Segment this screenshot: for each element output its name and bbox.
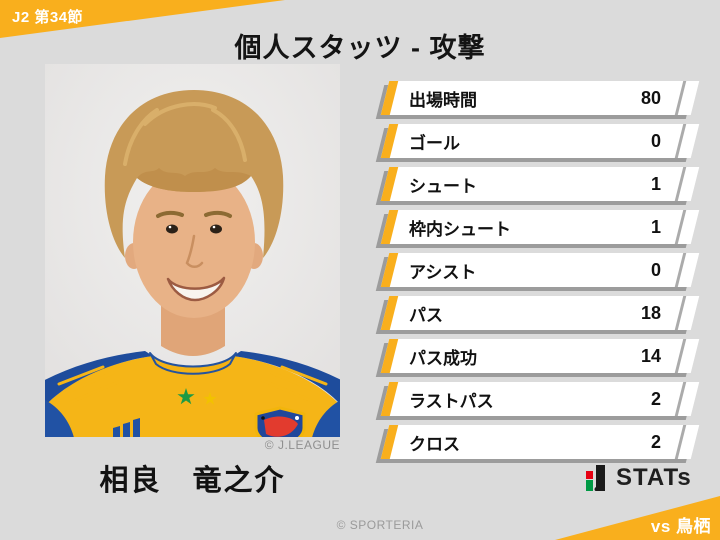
stat-value: 0	[650, 259, 661, 280]
stat-row: パス成功 14	[380, 339, 700, 373]
photo-credit: © J.LEAGUE	[264, 438, 340, 452]
stat-label: パス	[409, 305, 443, 325]
stat-row: アシスト 0	[380, 253, 700, 287]
stat-row: ラストパス 2	[380, 382, 700, 416]
stat-row-content: シュート 1	[385, 167, 695, 201]
stat-row-content: 枠内シュート 1	[385, 210, 695, 244]
stat-row-content: ゴール 0	[385, 124, 695, 158]
stat-value: 14	[640, 345, 661, 366]
stat-label: 枠内シュート	[409, 219, 511, 239]
stat-value: 1	[650, 216, 661, 237]
stat-value: 80	[640, 87, 661, 108]
stat-row-content: パス 18	[385, 296, 695, 330]
stat-row-content: アシスト 0	[385, 253, 695, 287]
page-title: 個人スタッツ - 攻撃	[234, 33, 486, 63]
stat-value: 2	[650, 431, 661, 452]
stats-logo-text: STATs	[616, 464, 692, 491]
stat-value: 2	[650, 388, 661, 409]
stat-row: シュート 1	[380, 167, 700, 201]
player-photo	[45, 64, 340, 437]
stat-row-content: クロス 2	[385, 425, 695, 459]
stat-row-content: 出場時間 80	[385, 81, 695, 115]
matchday-label: J2 第34節	[12, 9, 84, 26]
bar-chart-icon	[586, 465, 605, 491]
stat-row: 出場時間 80	[380, 81, 700, 115]
stat-row: ゴール 0	[380, 124, 700, 158]
player-portrait-illustration	[45, 64, 340, 437]
site-copyright: © SPORTERIA	[336, 518, 424, 532]
stat-value: 18	[640, 302, 661, 323]
stat-row: クロス 2	[380, 425, 700, 459]
stats-list: 出場時間 80 ゴール 0 シュート 1	[380, 81, 700, 468]
stat-label: パス成功	[409, 348, 477, 368]
stat-value: 1	[650, 173, 661, 194]
stat-row-content: パス成功 14	[385, 339, 695, 373]
stats-logo: STATs	[585, 464, 692, 492]
opponent-label: vs 鳥栖	[650, 517, 711, 536]
stat-row-content: ラストパス 2	[385, 382, 695, 416]
stat-label: ゴール	[409, 133, 460, 153]
player-name: 相良 竜之介	[99, 465, 286, 497]
stat-row: 枠内シュート 1	[380, 210, 700, 244]
stat-label: 出場時間	[409, 90, 477, 110]
stat-label: ラストパス	[409, 391, 494, 411]
stat-label: シュート	[409, 176, 477, 196]
stat-label: クロス	[409, 434, 460, 454]
stat-value: 0	[650, 130, 661, 151]
stat-row: パス 18	[380, 296, 700, 330]
stat-label: アシスト	[409, 262, 477, 282]
